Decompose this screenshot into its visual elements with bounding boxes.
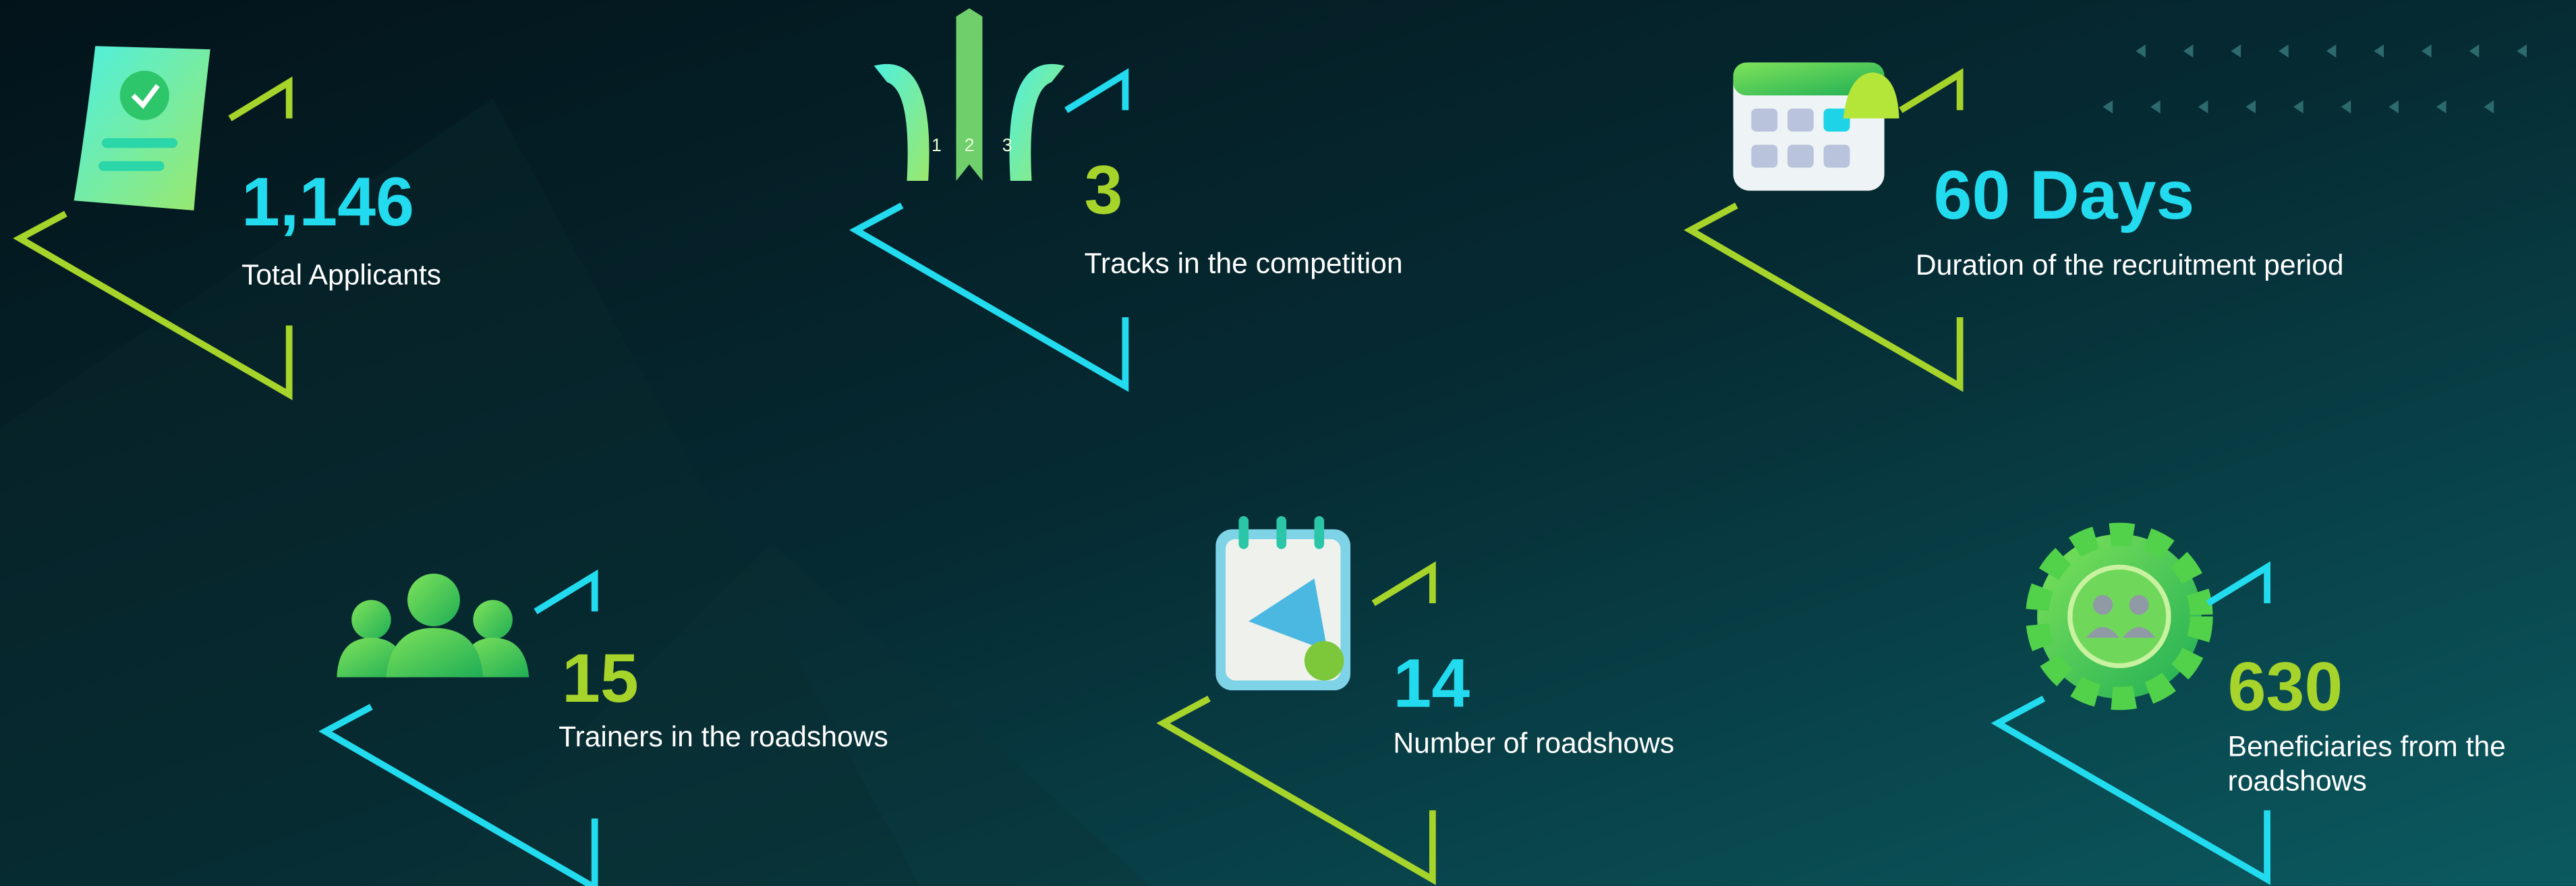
svg-text:2: 2: [965, 135, 975, 155]
icon-notepad: [1215, 516, 1351, 691]
bracket-top: [2206, 561, 2270, 607]
bracket-bottom: [1991, 695, 2270, 885]
bracket-top: [1899, 68, 1964, 113]
decor-arrow: [2183, 44, 2194, 58]
bracket-bottom: [13, 211, 293, 401]
decor-arrow: [2198, 100, 2208, 114]
decor-arrow: [2341, 100, 2351, 114]
stat-value: 60 Days: [1934, 156, 2195, 233]
stat-label: Tracks in the competition: [1084, 247, 1402, 279]
svg-text:3: 3: [1002, 135, 1012, 155]
stat-label: Beneficiaries from the roadshows: [2227, 729, 2506, 798]
decor-arrow: [2136, 44, 2146, 58]
bracket-top: [1064, 68, 1129, 113]
decor-arrow: [2326, 44, 2337, 58]
decor-arrow: [2102, 100, 2113, 114]
stat-value: 14: [1393, 644, 1470, 721]
decor-arrow: [2231, 44, 2241, 58]
icon-people: [337, 574, 529, 677]
icon-calendar: [1733, 62, 1899, 191]
decor-arrow: [2422, 44, 2432, 58]
stat-value: 15: [562, 639, 639, 717]
decor-arrow: [2374, 44, 2384, 58]
stat-label: Total Applicants: [241, 258, 441, 291]
decor-arrows: [2102, 44, 2527, 114]
stat-value: 630: [2228, 647, 2343, 725]
stat-label: Number of roadshows: [1393, 727, 1674, 760]
stat-label-box: Beneficiaries from the roadshows: [2227, 729, 2506, 798]
bracket-top: [228, 76, 293, 121]
stat-label: Trainers in the roadshows: [559, 721, 888, 753]
decor-arrow: [2436, 100, 2446, 114]
decor-arrow: [2484, 100, 2494, 114]
decor-arrow: [2279, 44, 2289, 58]
bracket-bottom: [1156, 695, 1436, 885]
decor-arrow: [2245, 100, 2256, 114]
bracket-bottom: [849, 202, 1129, 392]
decor-arrow: [2517, 44, 2527, 58]
bracket-top: [534, 569, 598, 615]
bg-shape: [0, 99, 920, 886]
stat-label: Duration of the recruitment period: [1916, 249, 2344, 281]
icon-gear: [2026, 522, 2213, 711]
icon-document: [74, 46, 210, 211]
decor-arrow: [2150, 100, 2160, 114]
bracket-bottom: [318, 704, 598, 886]
icon-tracks: 1 2 3: [874, 8, 1065, 182]
bracket-bottom: [1684, 202, 1964, 392]
decor-arrow: [2293, 100, 2303, 114]
bg-shape: [427, 542, 1150, 886]
stat-value: 1,146: [241, 163, 414, 240]
bracket-top: [1371, 561, 1436, 607]
decor-arrow: [2469, 44, 2480, 58]
stat-value: 3: [1084, 151, 1122, 229]
svg-text:1: 1: [932, 135, 942, 155]
decor-arrow: [2388, 100, 2399, 114]
